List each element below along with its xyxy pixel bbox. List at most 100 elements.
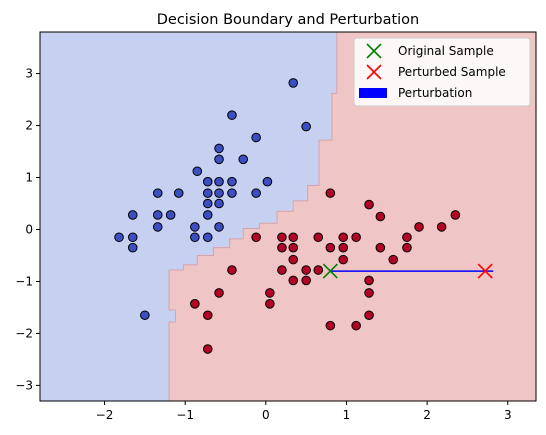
y-tick-label: 1 [25,171,33,185]
legend-perturbation-swatch [359,88,387,98]
class0-point [192,166,203,177]
class0-point [214,176,224,187]
class1-point [364,199,374,210]
y-tick-label: −2 [15,326,33,340]
class0-point [127,232,138,243]
class0-point [214,154,224,165]
class1-point [436,222,447,232]
class1-point [277,265,287,275]
region-class1 [168,32,536,401]
class1-point [301,275,311,286]
class1-point [288,242,299,253]
x-tick-label: −1 [176,408,194,422]
class1-point [364,288,374,298]
class1-point [450,210,461,220]
class1-point [277,242,287,253]
x-tick-label: 3 [504,408,512,422]
scatter-points [114,78,461,354]
class0-point [214,198,224,209]
x-tick-label: 1 [343,408,351,422]
x-tick-label: 0 [262,408,270,422]
class1-point [325,242,336,253]
class1-point [351,320,361,331]
class1-point [375,242,386,253]
class0-point [251,188,261,198]
legend-perturbed-icon [366,64,382,80]
legend-perturbation-label: Perturbation [398,86,472,100]
class0-point [202,232,213,243]
class1-point [288,232,299,243]
class1-point [251,232,261,243]
class0-point [251,132,261,143]
class1-point [325,188,336,198]
class0-point [288,78,299,88]
class1-point [351,232,361,243]
class0-point [214,188,224,198]
class0-point [127,210,138,220]
class1-point [338,242,349,253]
original-sample-marker [322,263,338,279]
class1-point [375,211,386,222]
class0-point [165,210,176,220]
class1-point [313,265,324,275]
x-axis: −2 −1 0 1 2 3 [96,401,512,422]
y-tick-label: 0 [25,222,33,236]
perturbed-sample-marker [477,263,493,279]
y-tick-label: −1 [15,274,33,288]
class0-point [140,310,150,321]
class1-point [338,254,349,265]
class1-point [190,299,200,309]
x-tick-label: −2 [96,408,114,422]
class1-point [338,232,349,243]
class1-point [402,242,412,253]
class0-point [114,232,124,243]
y-axis: −3 −2 −1 0 1 2 3 [15,67,40,392]
class0-point [202,198,213,209]
chart-title: Decision Boundary and Perturbation [157,12,419,28]
y-tick-label: −3 [15,378,33,392]
class0-point [190,232,200,243]
class0-point [173,188,184,198]
class0-point [227,188,237,198]
class0-point [262,176,273,187]
legend: Original Sample Perturbed Sample Perturb… [353,37,531,107]
class1-point [288,275,299,286]
class0-point [202,188,213,198]
class1-point [301,265,311,275]
legend-box [353,37,531,107]
class0-point [214,222,224,232]
class0-point [214,143,224,154]
y-tick-label: 2 [25,119,33,133]
class1-point [265,288,275,298]
class0-point [202,176,213,187]
class1-point [313,232,324,243]
class0-point [227,110,237,120]
class0-point [152,210,163,220]
class0-point [301,121,311,132]
class0-point [152,222,163,232]
class1-point [402,232,412,243]
legend-original-label: Original Sample [398,44,494,58]
legend-original-icon [366,43,382,59]
class1-point [214,288,224,298]
class1-point [277,232,287,243]
y-tick-label: 3 [25,67,33,81]
class1-point [388,254,399,265]
class0-point [202,210,213,220]
class1-point [364,310,374,321]
class1-point [202,310,213,321]
class1-point [325,320,336,331]
class1-point [202,344,213,354]
class1-point [288,254,299,265]
class0-point [238,154,249,165]
class1-point [364,275,374,286]
axes-frame [39,31,537,402]
legend-perturbed-label: Perturbed Sample [398,65,506,79]
class0-point [190,222,200,232]
class1-point [265,299,275,309]
class1-point [227,265,237,275]
class0-point [127,242,138,253]
class0-point [152,188,163,198]
x-tick-label: 2 [423,408,431,422]
